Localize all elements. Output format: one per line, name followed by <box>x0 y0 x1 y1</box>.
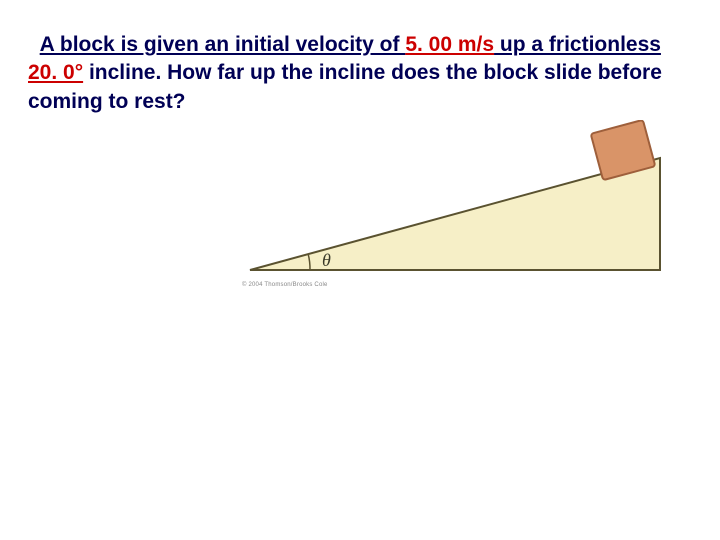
text-part-3: incline. How far up the incline does the… <box>28 61 662 112</box>
incline-figure: θ <box>240 120 670 290</box>
slide: A block is given an initial velocity of … <box>0 0 720 540</box>
text-part-1: A block is given an initial velocity of <box>40 33 406 56</box>
angle-value: 20. 0° <box>28 61 83 84</box>
indent <box>28 33 40 56</box>
theta-label: θ <box>322 250 331 270</box>
problem-text: A block is given an initial velocity of … <box>28 31 688 116</box>
text-part-2: up a frictionless <box>494 33 661 56</box>
copyright-text: © 2004 Thomson/Brooks Cole <box>242 282 328 288</box>
incline-triangle <box>250 158 660 270</box>
velocity-value: 5. 00 m/s <box>405 33 494 56</box>
